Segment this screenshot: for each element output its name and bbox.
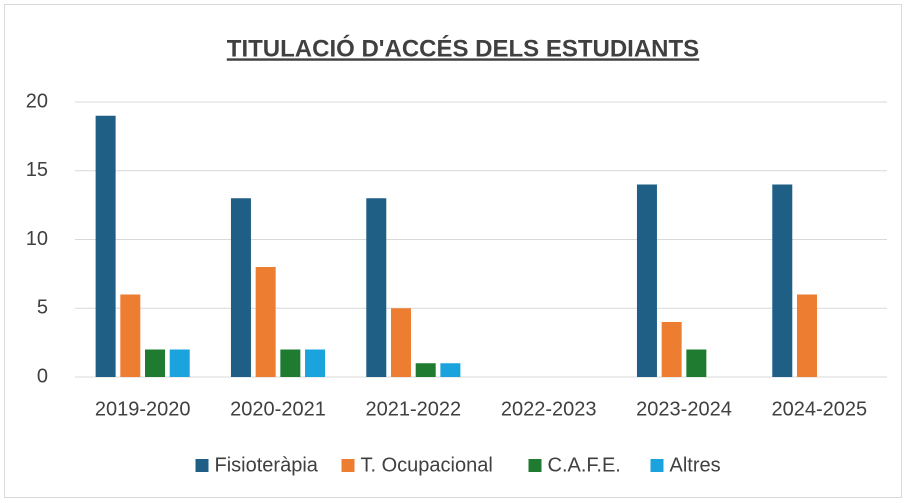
bar <box>120 294 141 377</box>
y-tick-label: 0 <box>37 365 48 387</box>
x-tick-label: 2019-2020 <box>95 398 191 420</box>
legend-label: Fisioteràpia <box>215 454 319 476</box>
legend-swatch <box>341 459 355 472</box>
bar <box>169 349 190 377</box>
bar <box>686 349 707 377</box>
y-tick-label: 5 <box>37 297 48 319</box>
bar <box>440 363 461 377</box>
x-tick-label: 2024-2025 <box>772 398 868 420</box>
y-tick-label: 15 <box>26 159 48 181</box>
chart-frame <box>4 4 902 498</box>
chart-title: TITULACIÓ D'ACCÉS DELS ESTUDIANTS <box>227 34 699 62</box>
bar <box>230 198 251 377</box>
legend-swatch <box>195 459 209 472</box>
bar <box>255 267 276 377</box>
y-tick-label: 10 <box>26 228 48 250</box>
legend-label: T. Ocupacional <box>361 454 493 476</box>
bar <box>95 115 116 377</box>
bar <box>305 349 326 377</box>
y-tick-label: 20 <box>26 90 48 112</box>
bar <box>280 349 301 377</box>
legend-label: C.A.F.E. <box>548 454 621 476</box>
legend-swatch <box>528 459 542 472</box>
bar <box>390 308 411 377</box>
bar <box>366 198 387 377</box>
legend-swatch <box>650 459 664 472</box>
bar <box>636 184 657 377</box>
x-tick-label: 2020-2021 <box>230 398 326 420</box>
bar <box>145 349 166 377</box>
x-tick-label: 2021-2022 <box>366 398 462 420</box>
bar <box>661 322 682 377</box>
bar <box>415 363 436 377</box>
bar <box>772 184 793 377</box>
x-tick-label: 2023-2024 <box>636 398 732 420</box>
x-tick-label: 2022-2023 <box>501 398 597 420</box>
legend-label: Altres <box>670 454 721 476</box>
bar <box>796 294 817 377</box>
